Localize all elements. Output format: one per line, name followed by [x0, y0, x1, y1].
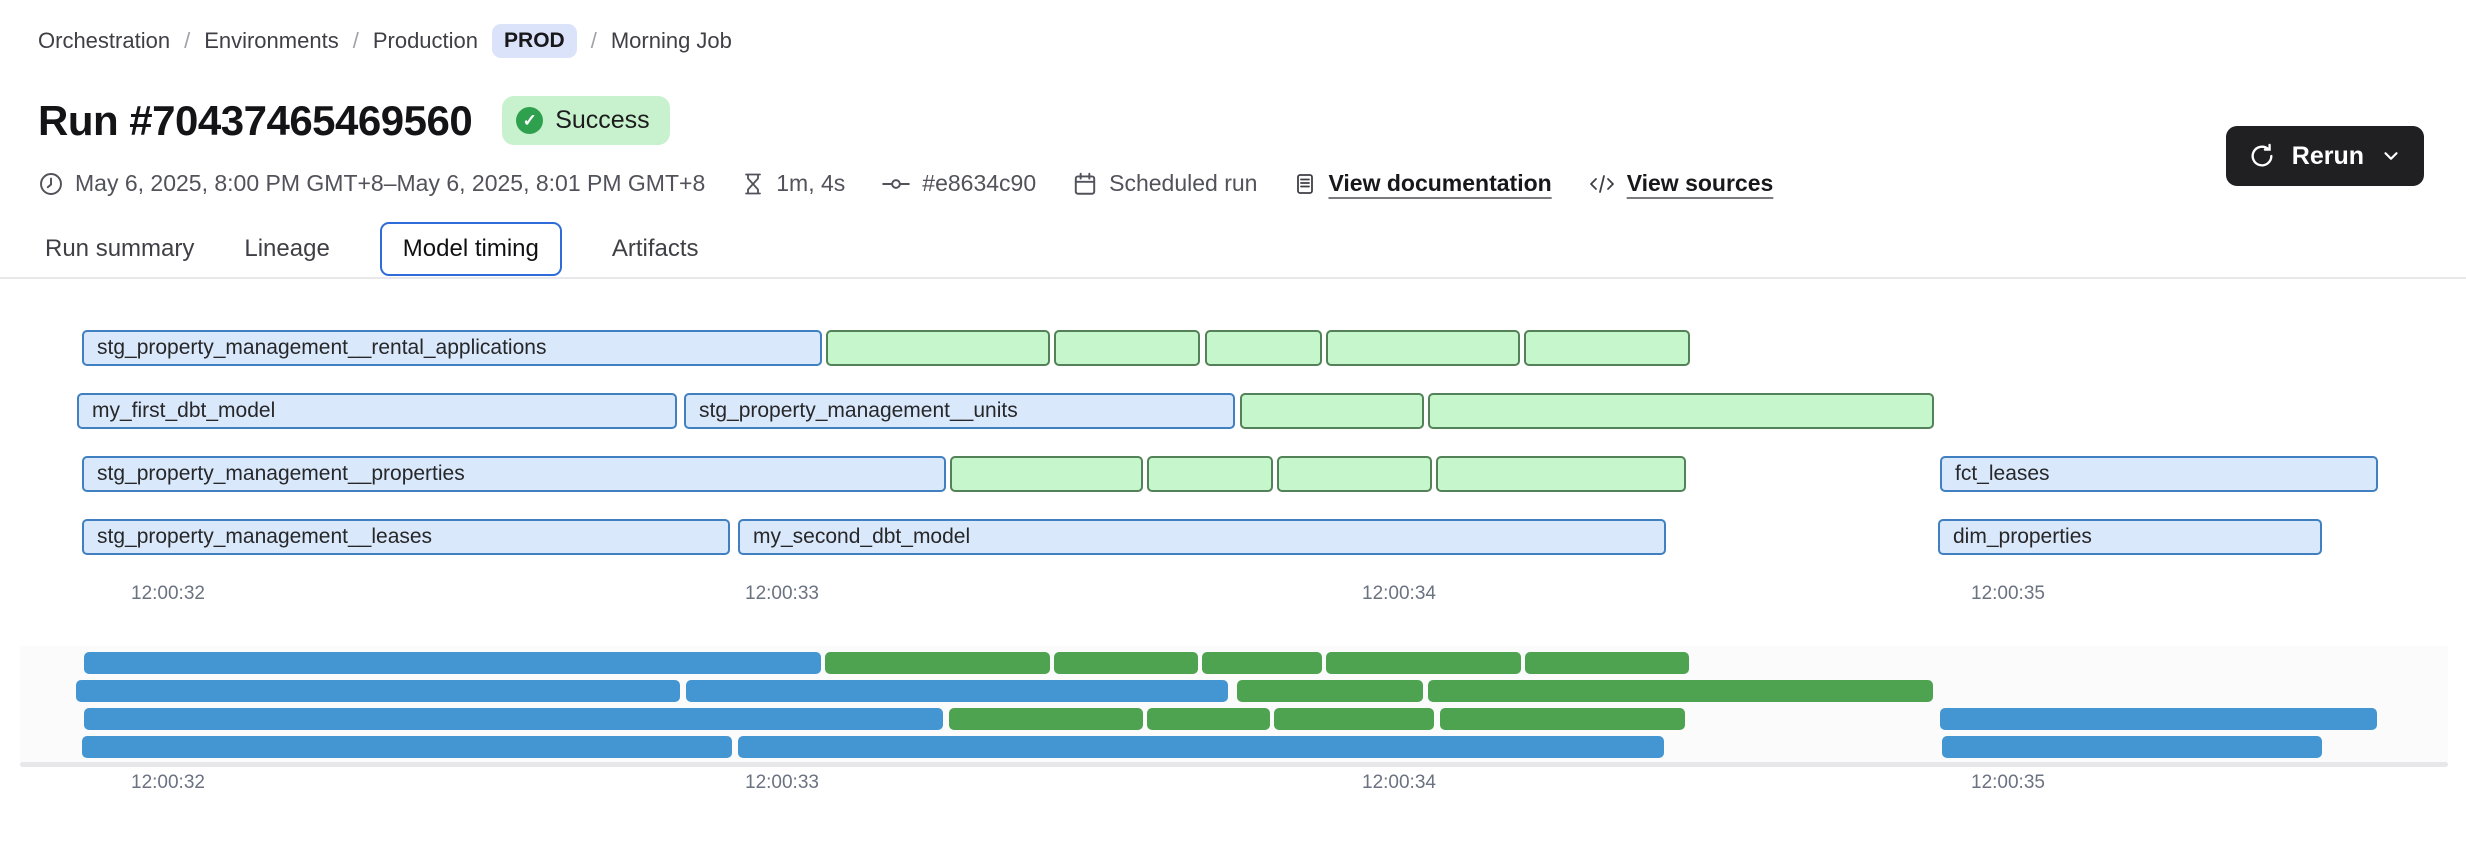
minimap-bar[interactable] [738, 736, 1664, 758]
gantt-bar[interactable] [1147, 456, 1273, 492]
minimap-bar[interactable] [1237, 680, 1423, 702]
axis-tick-label: 12:00:35 [1971, 772, 2045, 793]
axis-tick-label: 12:00:33 [745, 772, 819, 793]
minimap-bar[interactable] [1326, 652, 1521, 674]
run-meta: May 6, 2025, 8:00 PM GMT+8–May 6, 2025, … [38, 170, 1773, 197]
minimap-bar[interactable] [825, 652, 1050, 674]
minimap-bar[interactable] [1525, 652, 1689, 674]
tab-model-timing[interactable]: Model timing [379, 222, 562, 276]
minimap-bar[interactable] [1428, 680, 1933, 702]
gantt-bar[interactable]: stg_property_management__units [684, 393, 1235, 429]
chevron-down-icon [2384, 152, 2398, 160]
calendar-icon [1074, 172, 1096, 195]
gantt-bar[interactable]: fct_leases [1940, 456, 2378, 492]
gantt-bar[interactable]: stg_property_management__leases [82, 519, 730, 555]
minimap-bar[interactable] [1940, 708, 2377, 730]
gantt-bar[interactable] [1054, 330, 1200, 366]
minimap-bar[interactable] [1440, 708, 1685, 730]
gantt-bar[interactable]: my_first_dbt_model [77, 393, 677, 429]
gantt-bar[interactable] [1240, 393, 1424, 429]
axis-tick-label: 12:00:34 [1362, 772, 1436, 793]
breadcrumb-morning-job[interactable]: Morning Job [610, 28, 732, 53]
rerun-label: Rerun [2291, 141, 2364, 170]
axis-tick-label: 12:00:32 [131, 583, 205, 604]
tab-artifacts[interactable]: Artifacts [611, 235, 699, 262]
trigger-type: Scheduled run [1072, 170, 1257, 197]
refresh-icon [2251, 143, 2273, 167]
gantt-bar[interactable]: stg_property_management__properties [82, 456, 946, 492]
gantt-bar[interactable] [1326, 330, 1520, 366]
gantt-bar[interactable] [1428, 393, 1934, 429]
time-range: May 6, 2025, 8:00 PM GMT+8–May 6, 2025, … [38, 170, 705, 197]
commit-sha: #e8634c90 [881, 170, 1036, 197]
gantt-bar[interactable] [1436, 456, 1686, 492]
breadcrumb-orchestration[interactable]: Orchestration [38, 28, 171, 53]
minimap-bar[interactable] [686, 680, 1228, 702]
view-sources-link[interactable]: View sources [1588, 170, 1773, 197]
code-icon [1589, 174, 1614, 193]
axis-tick-label: 12:00:35 [1971, 583, 2045, 604]
breadcrumb-separator: / [184, 28, 191, 53]
clock-icon [40, 172, 62, 195]
axis-tick-label: 12:00:32 [131, 772, 205, 793]
breadcrumb-separator: / [352, 28, 359, 53]
document-icon [1297, 173, 1314, 194]
minimap-bar[interactable] [949, 708, 1143, 730]
breadcrumb: Orchestration / Environments / Productio… [38, 24, 732, 58]
gantt-bar[interactable] [1524, 330, 1690, 366]
minimap-bar[interactable] [1942, 736, 2322, 758]
rerun-button[interactable]: Rerun [2225, 126, 2424, 186]
minimap-bar[interactable] [1054, 652, 1198, 674]
minimap-bar[interactable] [82, 736, 732, 758]
tabs-divider [0, 277, 2466, 279]
commit-icon [882, 178, 911, 189]
axis-tick-label: 12:00:33 [745, 583, 819, 604]
breadcrumb-separator: / [590, 28, 597, 53]
breadcrumb-production[interactable]: Production [372, 28, 479, 53]
run-duration: 1m, 4s [741, 170, 845, 197]
minimap-bar[interactable] [76, 680, 680, 702]
check-icon: ✓ [516, 107, 544, 134]
gantt-bar[interactable] [950, 456, 1143, 492]
gantt-bar[interactable]: dim_properties [1938, 519, 2322, 555]
gantt-bar[interactable]: stg_property_management__rental_applicat… [82, 330, 822, 366]
tab-lineage[interactable]: Lineage [244, 235, 330, 262]
title-row: Run #70437465469560 ✓ Success [38, 96, 670, 145]
gantt-bar[interactable] [826, 330, 1050, 366]
tab-bar: Run summary Lineage Model timing Artifac… [45, 222, 699, 276]
gantt-bar[interactable]: my_second_dbt_model [738, 519, 1666, 555]
status-badge: ✓ Success [502, 96, 670, 145]
prod-environment-badge: PROD [492, 24, 577, 58]
minimap-bar[interactable] [84, 708, 943, 730]
minimap-bar[interactable] [84, 652, 821, 674]
gantt-bar[interactable] [1277, 456, 1432, 492]
minimap-bar[interactable] [1202, 652, 1322, 674]
minimap-bar[interactable] [1274, 708, 1434, 730]
breadcrumb-environments[interactable]: Environments [204, 28, 339, 53]
gantt-bar[interactable] [1205, 330, 1322, 366]
page-title: Run #70437465469560 [38, 96, 473, 144]
axis-tick-label: 12:00:34 [1362, 583, 1436, 604]
minimap-bar[interactable] [1147, 708, 1270, 730]
tab-run-summary[interactable]: Run summary [45, 235, 195, 262]
view-documentation-link[interactable]: View documentation [1293, 170, 1552, 197]
status-label: Success [555, 106, 650, 134]
hourglass-icon [745, 173, 762, 194]
minimap-scroll-track[interactable] [20, 762, 2448, 767]
